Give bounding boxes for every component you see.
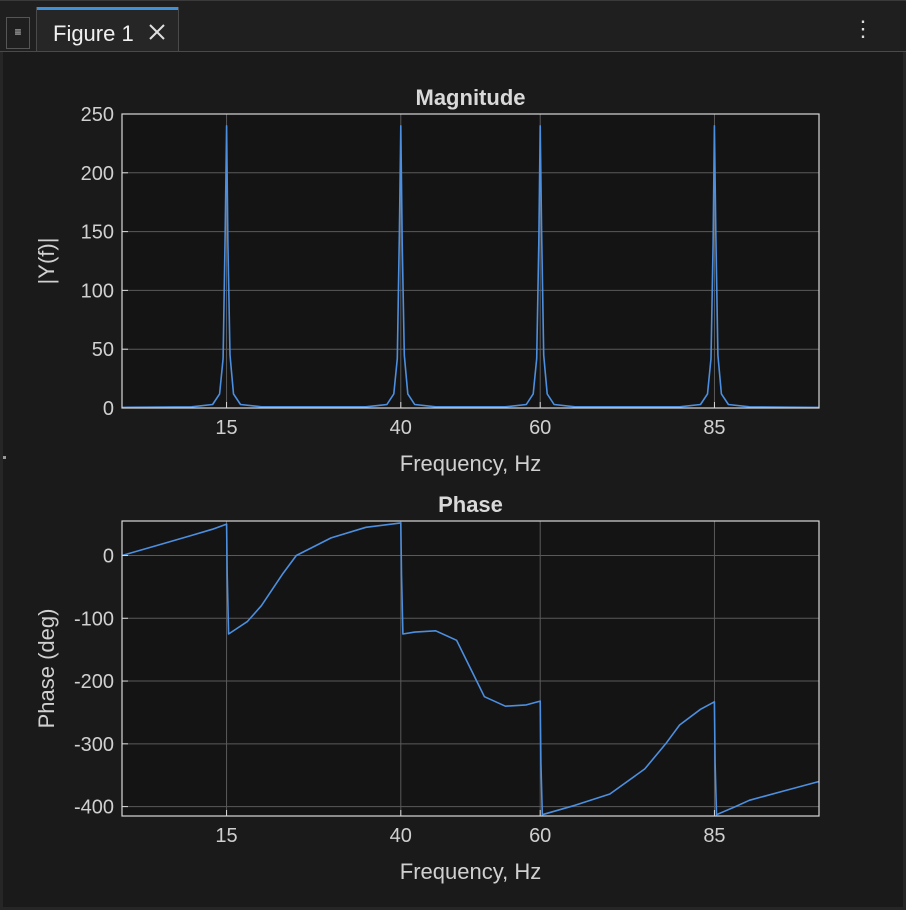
chart-2: 15 40 60 85 -400 -300 -200 -100 0 Phase Frequency,… <box>34 492 820 884</box>
tab-label: Figure 1 <box>53 21 134 46</box>
y-tick-label: 150 <box>81 222 114 244</box>
splitter-handle[interactable] <box>3 456 6 459</box>
y-tick-label: -400 <box>74 797 114 819</box>
y-tick-label: -300 <box>74 734 114 756</box>
figure-toolbar: ≡ Figure 1 ⋮ <box>0 0 906 52</box>
x-axis-label: Frequency, Hz <box>400 859 541 884</box>
y-tick-label: 250 <box>81 104 114 126</box>
toolbar-divider <box>0 51 906 52</box>
chart-1: 15 40 60 85 0 50 100 150 200 250 Magnitude Frequenc… <box>34 85 820 476</box>
figure-canvas: 15 40 60 85 0 50 100 150 200 250 Magnitude Frequenc… <box>3 52 903 907</box>
chart-title: Phase <box>438 492 503 517</box>
hamburger-icon[interactable]: ≡ <box>6 17 30 49</box>
y-tick-label: 100 <box>81 280 114 302</box>
x-tick-label: 60 <box>529 825 551 847</box>
x-tick-label: 60 <box>529 417 551 439</box>
x-axis-label: Frequency, Hz <box>400 451 541 476</box>
kebab-icon[interactable]: ⋮ <box>852 16 874 41</box>
plot-area <box>122 114 819 408</box>
tab-active-indicator <box>37 7 178 10</box>
x-tick-label: 40 <box>390 417 412 439</box>
y-tick-label: -200 <box>74 671 114 693</box>
figure-svg: 15 40 60 85050100150200250MagnitudeFrequenc… <box>34 85 820 884</box>
x-tick-label: 85 <box>703 417 725 439</box>
y-tick-label: 50 <box>92 339 114 361</box>
y-tick-label: 0 <box>103 398 114 420</box>
series-line-1 <box>121 125 820 409</box>
y-tick-label: -100 <box>74 608 114 630</box>
x-tick-label: 85 <box>703 825 725 847</box>
x-tick-label: 40 <box>390 825 412 847</box>
axes-frame <box>121 113 820 409</box>
x-tick-label: 15 <box>215 825 237 847</box>
axes-frame <box>121 520 820 817</box>
series-line-1 <box>121 522 820 816</box>
close-icon[interactable] <box>147 22 167 42</box>
x-tick-label: 15 <box>215 417 237 439</box>
y-tick-label: 200 <box>81 163 114 185</box>
y-tick-label: 0 <box>103 546 114 568</box>
chart-title: Magnitude <box>416 85 526 110</box>
y-axis-label: |Y(f)| <box>34 238 59 285</box>
tab-figure-1[interactable]: Figure 1 <box>36 7 179 52</box>
y-axis-label: Phase (deg) <box>34 609 59 729</box>
